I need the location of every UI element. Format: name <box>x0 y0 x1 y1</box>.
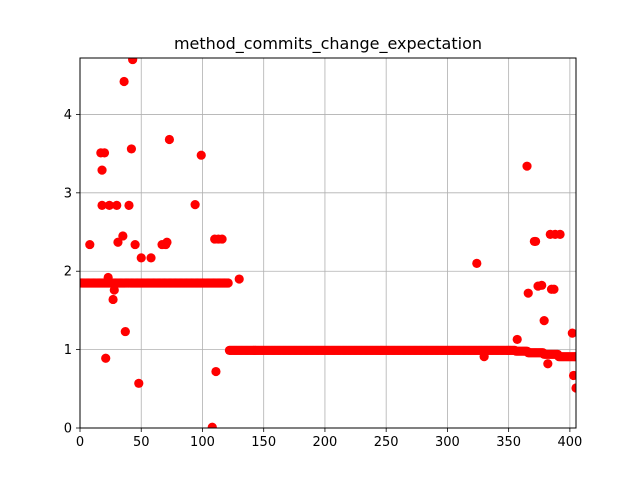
data-point <box>164 134 175 145</box>
data-point <box>530 236 541 247</box>
data-point <box>99 148 110 158</box>
x-tick-label: 250 <box>374 435 399 450</box>
plot-area <box>80 58 576 428</box>
data-point <box>136 253 146 263</box>
data-point <box>97 200 107 210</box>
chart-title: method_commits_change_expectation <box>174 34 482 54</box>
x-tick-label: 400 <box>557 435 582 450</box>
data-point <box>472 258 482 268</box>
data-point <box>146 253 156 263</box>
data-point <box>537 280 547 290</box>
x-tick-label: 50 <box>133 435 150 450</box>
data-point <box>104 200 114 210</box>
data-point <box>120 326 130 337</box>
data-point <box>130 239 140 250</box>
data-point <box>549 284 559 294</box>
data-point <box>571 383 576 393</box>
y-tick-label: 1 <box>64 343 72 358</box>
data-point <box>217 234 227 244</box>
data-point <box>113 237 123 247</box>
y-tick-label: 2 <box>64 265 72 280</box>
data-point <box>101 353 111 363</box>
data-point <box>522 161 532 171</box>
data-point <box>523 288 533 298</box>
x-tick-label: 0 <box>76 435 84 450</box>
data-point <box>119 76 129 87</box>
data-point <box>112 200 122 210</box>
x-tick-label: 100 <box>190 435 215 450</box>
x-tick-label: 200 <box>313 435 338 450</box>
data-point <box>196 150 206 160</box>
x-tick-label: 350 <box>496 435 521 450</box>
grid-lines <box>79 58 576 429</box>
data-point <box>571 352 576 362</box>
data-point <box>539 316 549 326</box>
data-point <box>109 285 119 295</box>
data-point <box>103 272 113 283</box>
data-point <box>124 200 134 210</box>
x-tick-label: 150 <box>251 435 276 450</box>
x-tick-label: 300 <box>435 435 460 450</box>
data-point <box>234 274 244 284</box>
data-point <box>543 359 553 369</box>
data-point <box>568 370 576 381</box>
data-point <box>134 378 144 388</box>
y-tick-label: 4 <box>64 108 72 123</box>
data-point <box>190 199 200 210</box>
data-point <box>162 237 172 247</box>
data-point <box>512 334 522 345</box>
data-point <box>118 231 128 241</box>
axes-frame <box>79 57 577 429</box>
data-point <box>567 328 576 338</box>
data-point <box>479 352 489 362</box>
y-tick-label: 3 <box>64 186 72 201</box>
data-point <box>85 239 95 250</box>
data-points <box>80 58 576 428</box>
data-point <box>223 278 233 288</box>
data-point <box>128 58 138 65</box>
data-point <box>555 229 565 239</box>
data-point <box>126 144 137 154</box>
data-point <box>207 422 217 428</box>
y-tick-label: 0 <box>64 422 72 437</box>
axis-ticks: 0 50 100 150 200 250 300 350 400 0 1 2 3 4 <box>64 108 583 450</box>
data-point <box>211 366 221 377</box>
data-point <box>108 294 118 305</box>
data-point <box>97 165 107 175</box>
